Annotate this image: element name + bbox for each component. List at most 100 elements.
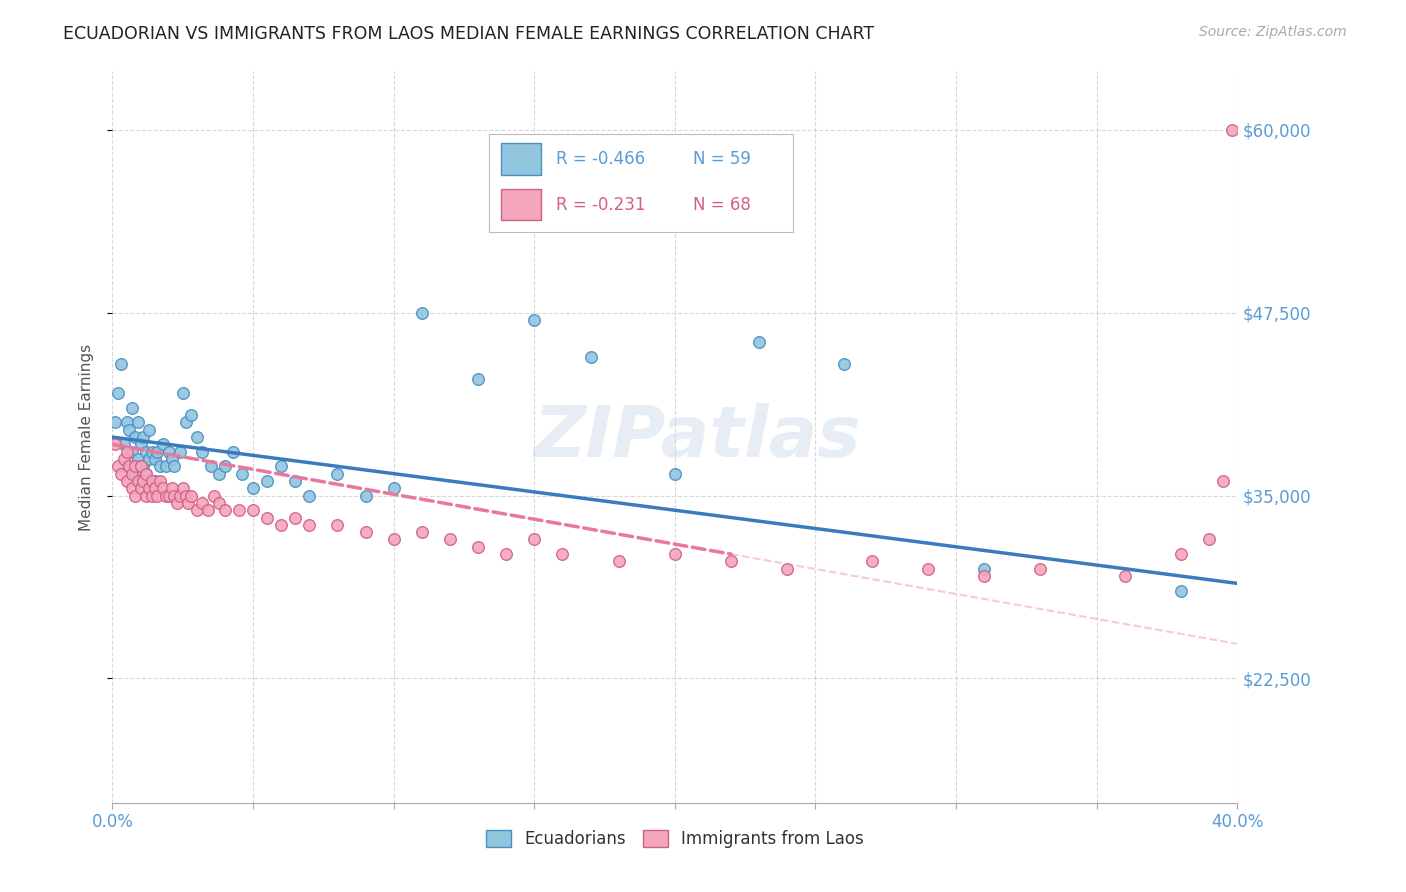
Point xyxy=(132,459,155,474)
Point xyxy=(104,416,127,430)
Point xyxy=(160,452,183,467)
Point xyxy=(141,474,163,488)
Point xyxy=(149,459,172,474)
Point xyxy=(146,489,169,503)
Point xyxy=(222,444,245,458)
Point xyxy=(495,547,517,561)
Point xyxy=(298,517,321,532)
Point xyxy=(200,459,222,474)
Point xyxy=(115,416,138,430)
Point xyxy=(1170,583,1192,598)
Point xyxy=(172,481,194,495)
Point xyxy=(155,459,177,474)
Point xyxy=(141,444,163,458)
Point xyxy=(174,416,197,430)
Point xyxy=(160,481,183,495)
Point xyxy=(107,459,129,474)
Point xyxy=(242,481,264,495)
Point xyxy=(115,474,138,488)
Point xyxy=(214,503,236,517)
Point xyxy=(664,547,686,561)
Point xyxy=(132,430,155,444)
Text: ECUADORIAN VS IMMIGRANTS FROM LAOS MEDIAN FEMALE EARNINGS CORRELATION CHART: ECUADORIAN VS IMMIGRANTS FROM LAOS MEDIA… xyxy=(63,25,875,43)
Point xyxy=(208,467,231,481)
Legend: Ecuadorians, Immigrants from Laos: Ecuadorians, Immigrants from Laos xyxy=(478,822,872,856)
Text: Source: ZipAtlas.com: Source: ZipAtlas.com xyxy=(1199,25,1347,39)
Point xyxy=(242,503,264,517)
Point xyxy=(177,496,200,510)
Point xyxy=(169,489,191,503)
Point xyxy=(138,481,160,495)
Point xyxy=(104,437,127,451)
Point xyxy=(208,496,231,510)
Point xyxy=(172,386,194,401)
Point xyxy=(138,423,160,437)
Point xyxy=(1198,533,1220,547)
Y-axis label: Median Female Earnings: Median Female Earnings xyxy=(79,343,94,531)
Point xyxy=(197,503,219,517)
Point xyxy=(180,408,202,422)
Point xyxy=(284,474,307,488)
Point xyxy=(354,525,377,540)
Point xyxy=(776,562,799,576)
Point xyxy=(149,474,172,488)
Point xyxy=(354,489,377,503)
Point xyxy=(115,444,138,458)
Point xyxy=(1220,123,1243,137)
Point xyxy=(118,459,141,474)
Point xyxy=(551,547,574,561)
Point xyxy=(124,467,146,481)
Point xyxy=(720,554,742,568)
Point xyxy=(832,357,855,371)
Point xyxy=(124,430,146,444)
Point xyxy=(973,562,995,576)
Point xyxy=(157,444,180,458)
Point xyxy=(124,489,146,503)
Point xyxy=(748,334,770,349)
Point xyxy=(163,459,186,474)
Point xyxy=(121,481,143,495)
Point xyxy=(129,474,152,488)
Point xyxy=(1029,562,1052,576)
Point xyxy=(186,503,208,517)
Point xyxy=(127,474,149,488)
Point xyxy=(112,437,135,451)
Point xyxy=(439,533,461,547)
Point xyxy=(141,489,163,503)
Point xyxy=(135,489,157,503)
Point xyxy=(112,452,135,467)
Point xyxy=(467,371,489,385)
Point xyxy=(607,554,630,568)
Point xyxy=(191,444,214,458)
Point xyxy=(270,517,292,532)
Point xyxy=(163,489,186,503)
Point xyxy=(124,459,146,474)
Point xyxy=(115,459,138,474)
Point xyxy=(1170,547,1192,561)
Point xyxy=(467,540,489,554)
Point xyxy=(231,467,253,481)
Point xyxy=(121,444,143,458)
Point xyxy=(523,313,546,327)
Point xyxy=(110,357,132,371)
Point xyxy=(138,452,160,467)
Point xyxy=(382,533,405,547)
Point xyxy=(121,401,143,415)
Point xyxy=(411,306,433,320)
Point xyxy=(579,350,602,364)
Point xyxy=(523,533,546,547)
Point xyxy=(284,510,307,524)
Point xyxy=(228,503,250,517)
Point xyxy=(174,489,197,503)
Point xyxy=(326,467,349,481)
Point xyxy=(135,444,157,458)
Point xyxy=(135,467,157,481)
Point xyxy=(326,517,349,532)
Point xyxy=(146,444,169,458)
Point xyxy=(664,467,686,481)
Point xyxy=(143,474,166,488)
Point xyxy=(382,481,405,495)
Point xyxy=(129,481,152,495)
Point xyxy=(155,489,177,503)
Point xyxy=(256,474,278,488)
